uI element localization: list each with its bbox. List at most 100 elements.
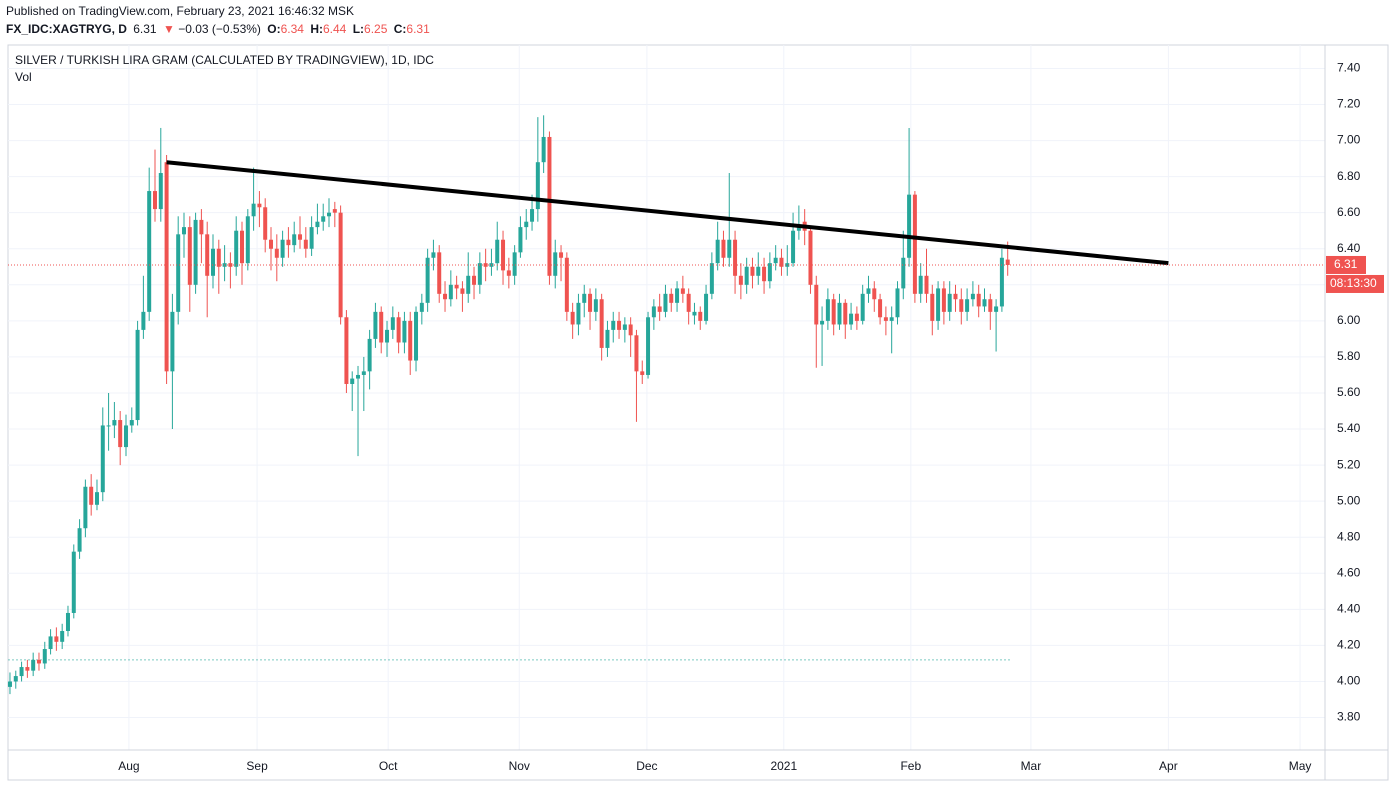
candle-body [889, 317, 894, 321]
candle-body [582, 293, 587, 303]
h-label: H: [310, 22, 323, 36]
candle-body [849, 313, 854, 325]
candle-body [141, 311, 146, 330]
candle-body [686, 293, 691, 312]
candle-body [77, 528, 82, 552]
y-tick-label: 4.60 [1337, 565, 1361, 579]
candle-body [883, 317, 888, 321]
candle-body [506, 270, 511, 276]
candle-body [7, 681, 12, 687]
x-tick-label: Apr [1159, 759, 1178, 773]
candle-body [675, 288, 680, 303]
l-label: L: [352, 22, 365, 36]
candle-body [773, 257, 778, 264]
candle-body [71, 551, 76, 613]
candle-body [570, 311, 575, 325]
candle-body [721, 239, 726, 258]
countdown-label: 08:13:30 [1330, 276, 1377, 290]
candle-body [199, 219, 204, 235]
candle-body [48, 636, 53, 650]
o-label: O: [267, 22, 281, 36]
candle-body [854, 313, 859, 321]
candle-body [547, 136, 552, 276]
published: Published on TradingView.com, February 2… [6, 4, 354, 18]
candle-body [501, 239, 506, 271]
x-tick-label: Mar [1021, 759, 1042, 773]
candle-body [733, 239, 738, 276]
candle-body [912, 194, 917, 294]
candle-body [379, 311, 384, 343]
candle-body [837, 302, 842, 325]
candle-body [367, 338, 372, 372]
candle-body [512, 252, 517, 276]
candle-body [437, 252, 442, 294]
y-tick-label: 4.80 [1337, 529, 1361, 543]
candle-body [408, 320, 413, 361]
candle-body [820, 320, 825, 325]
y-tick-label: 7.00 [1337, 133, 1361, 147]
y-tick-label: 6.80 [1337, 169, 1361, 183]
candle-body [994, 306, 999, 312]
candle-body [959, 299, 964, 312]
last: 6.31 [133, 22, 157, 36]
l-value: 6.25 [364, 22, 388, 36]
candle-body [559, 252, 564, 258]
candle-body [112, 420, 117, 426]
candle-body [477, 263, 482, 285]
y-tick-label: 7.20 [1337, 97, 1361, 111]
candle-body [692, 311, 697, 316]
candle-body [210, 248, 215, 276]
candle-body [193, 219, 198, 285]
candle-body [947, 293, 952, 312]
x-tick-label: Dec [636, 759, 657, 773]
candle-body [808, 230, 813, 285]
candle-body [42, 649, 47, 664]
candle-body [466, 275, 471, 294]
candle-body [118, 420, 123, 448]
candle-body [332, 209, 337, 213]
candle-body [825, 299, 830, 321]
candle-body [564, 257, 569, 312]
candle-body [280, 239, 285, 258]
y-tick-label: 3.80 [1337, 710, 1361, 724]
candle-body [350, 378, 355, 384]
candle-body [344, 317, 349, 384]
candle-body [187, 227, 192, 285]
candle-body [524, 221, 529, 228]
candle-body [164, 162, 169, 372]
candle-body [866, 288, 871, 294]
candle-body [263, 207, 268, 240]
candle-body [257, 203, 262, 208]
candle-body [640, 371, 645, 375]
candle-body [443, 293, 448, 300]
candle-body [576, 302, 581, 325]
candle-body [767, 263, 772, 282]
candle-body [553, 252, 558, 276]
candle-body [698, 311, 703, 321]
candle-body [315, 221, 320, 228]
candle-body [727, 239, 732, 258]
candle-body [779, 257, 784, 267]
y-tick-label: 6.40 [1337, 241, 1361, 255]
candle-body [988, 299, 993, 312]
candle-body [19, 667, 24, 677]
candle-body [89, 486, 94, 505]
candle-body [176, 234, 181, 312]
candle-body [31, 659, 36, 671]
last-price-box [1326, 255, 1366, 274]
candle-body [385, 329, 390, 343]
o-value: 6.34 [280, 22, 304, 36]
candle-body [472, 275, 477, 285]
candle-body [303, 239, 308, 249]
candle-body [953, 293, 958, 300]
y-tick-label: 4.20 [1337, 638, 1361, 652]
candle-body [715, 239, 720, 264]
candle-body [936, 288, 941, 321]
candle-body [234, 230, 239, 267]
candle-body [54, 636, 59, 642]
legend-line: FX_IDC:XAGTRYG, D 6.31 ▼ −0.03 (−0.53%) … [6, 22, 433, 36]
y-tick-label: 4.00 [1337, 674, 1361, 688]
chart-subtitle: Vol [15, 70, 32, 84]
candle-body [448, 284, 453, 300]
